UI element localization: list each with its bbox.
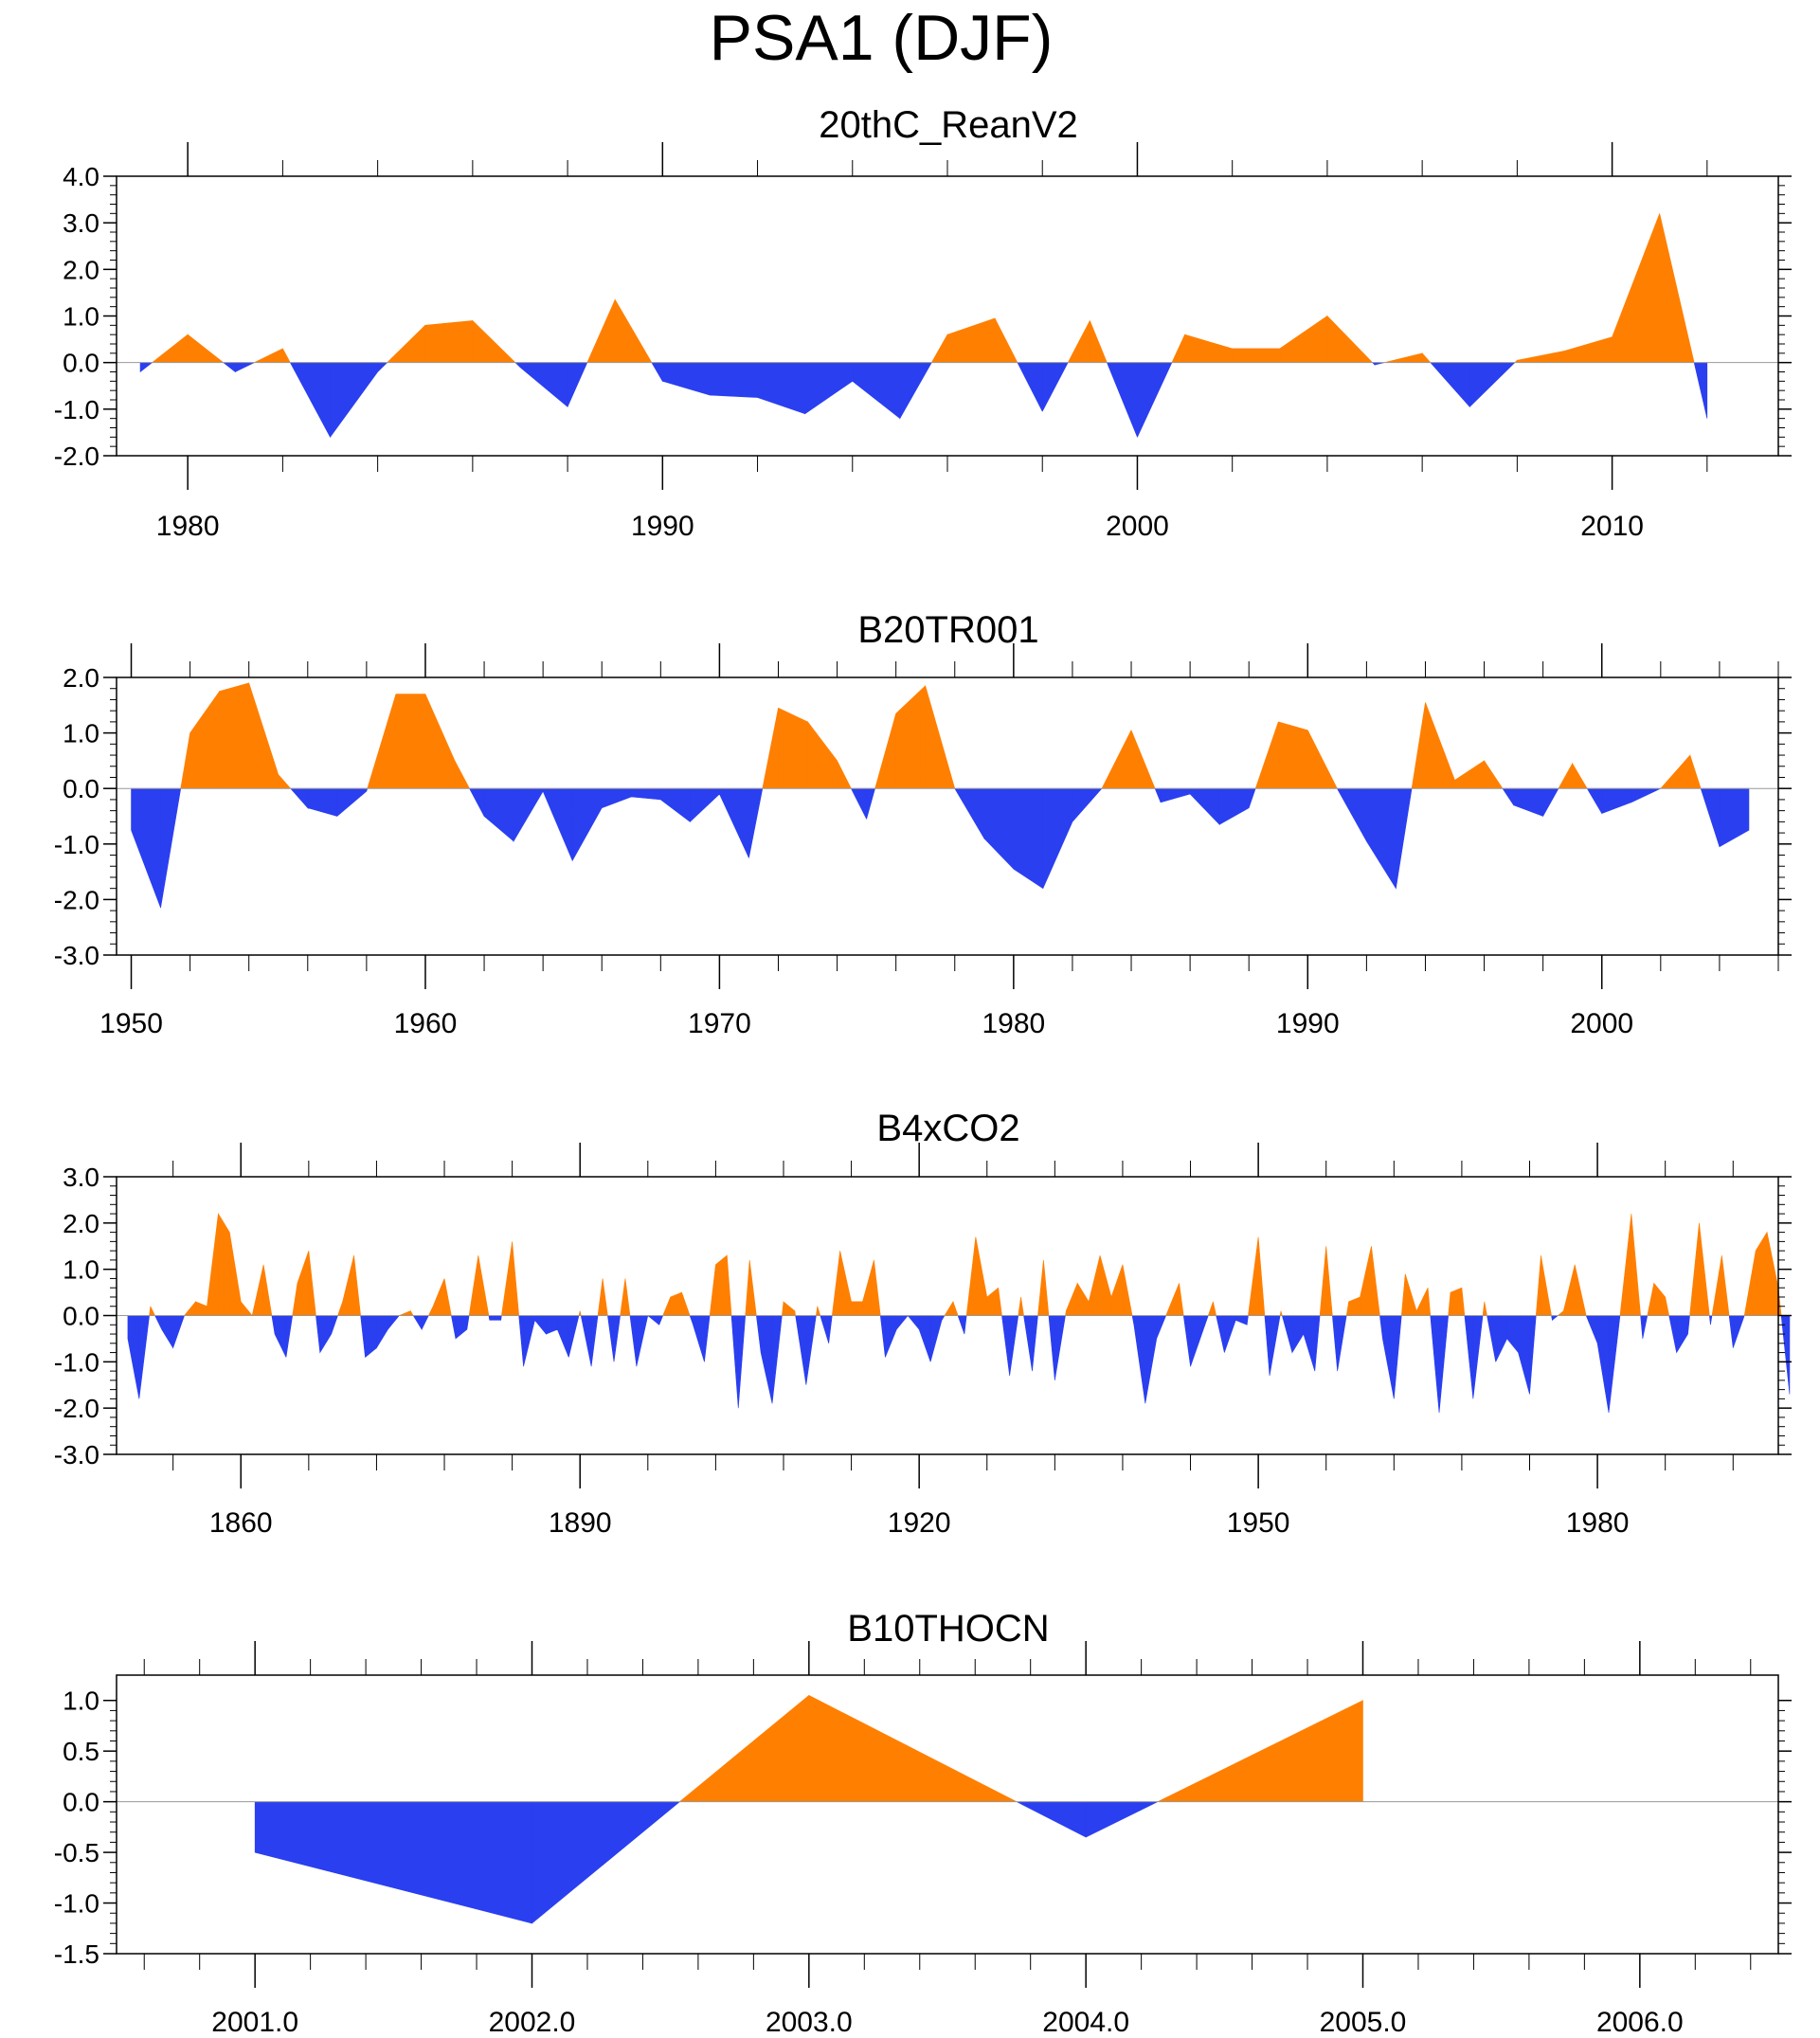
x-tick-label: 2000 xyxy=(1106,511,1169,542)
y-tick-label: -1.0 xyxy=(54,1347,99,1377)
x-tick-label: 2006.0 xyxy=(1596,2007,1684,2038)
positive-area xyxy=(149,1213,1782,1316)
y-tick-label: 1.0 xyxy=(63,1255,99,1285)
x-tick-label: 1970 xyxy=(688,1008,751,1039)
x-tick-label: 1950 xyxy=(99,1008,163,1039)
y-tick-label: -2.0 xyxy=(54,442,99,471)
x-tick-label: 1990 xyxy=(631,511,694,542)
y-tick-label: 0.0 xyxy=(63,774,99,803)
x-tick-label: 1980 xyxy=(982,1008,1045,1039)
plot-frame xyxy=(116,676,1779,956)
x-tick-label: 1890 xyxy=(549,1507,612,1539)
panel-title: B10THOCN xyxy=(847,1608,1049,1650)
panel-20thc-reanv2: 20thC_ReanV2 -2.0 -1.0 0.0 1.0 2.0 3.0 4.0 1980… xyxy=(54,104,1792,542)
x-tick-label: 2003.0 xyxy=(766,2007,853,2038)
positive-area xyxy=(151,213,1695,363)
y-tick-label: 2.0 xyxy=(63,663,99,693)
panel-title: B20TR001 xyxy=(857,609,1038,651)
y-tick-label: -1.0 xyxy=(54,395,99,424)
y-tick-label: -2.0 xyxy=(54,1394,99,1423)
positive-area xyxy=(180,682,1702,789)
panel-b10thocn: B10THOCN -1.5 -1.0 -0.5 0.0 0.5 1.0 2001.0 2002… xyxy=(54,1608,1792,2038)
x-tick-label: 1980 xyxy=(156,511,220,542)
y-tick-label: 3.0 xyxy=(63,1163,99,1192)
x-tick-label: 1990 xyxy=(1276,1008,1340,1039)
negative-area xyxy=(131,787,1750,909)
y-tick-label: 1.0 xyxy=(63,302,99,332)
panel-title: B4xCO2 xyxy=(876,1108,1019,1149)
negative-area xyxy=(127,1315,1791,1414)
y-tick-label: -1.5 xyxy=(54,1939,99,1969)
y-tick-label: -1.0 xyxy=(54,830,99,859)
x-tick-label: 1950 xyxy=(1227,1507,1290,1539)
y-tick-label: 0.5 xyxy=(63,1737,99,1766)
x-tick-label: 2000 xyxy=(1570,1008,1633,1039)
y-tick-label: 1.0 xyxy=(63,1686,99,1716)
y-tick-label: -2.0 xyxy=(54,885,99,914)
y-tick-label: 4.0 xyxy=(63,162,99,191)
panel-b4xco2: B4xCO2 -3.0 -2.0 -1.0 0.0 1.0 2.0 3.0 1860 1890 1… xyxy=(54,1108,1792,1539)
panel-title: 20thC_ReanV2 xyxy=(819,104,1078,146)
negative-area xyxy=(139,362,1708,439)
x-tick-label: 2005.0 xyxy=(1320,2007,1407,2038)
x-tick-label: 2001.0 xyxy=(211,2007,298,2038)
x-tick-label: 2010 xyxy=(1580,511,1644,542)
y-tick-label: -3.0 xyxy=(54,1440,99,1470)
y-tick-label: 0.0 xyxy=(63,349,99,378)
x-tick-label: 1920 xyxy=(888,1507,951,1539)
plot-frame xyxy=(116,1674,1779,1955)
x-tick-label: 2004.0 xyxy=(1042,2007,1129,2038)
y-tick-label: 2.0 xyxy=(63,255,99,284)
y-tick-label: 3.0 xyxy=(63,208,99,238)
x-tick-label: 2002.0 xyxy=(489,2007,576,2038)
y-tick-label: -1.0 xyxy=(54,1889,99,1919)
x-tick-label: 1960 xyxy=(394,1008,458,1039)
y-tick-label: -0.5 xyxy=(54,1838,99,1867)
y-tick-label: -3.0 xyxy=(54,941,99,970)
negative-area xyxy=(254,1801,1159,1924)
panel-b20tr001: B20TR001 -3.0 -2.0 -1.0 0.0 1.0 2.0 1950 1960 19… xyxy=(54,609,1792,1039)
y-tick-label: 0.0 xyxy=(63,1788,99,1817)
plot-frame xyxy=(116,175,1779,457)
y-tick-label: 0.0 xyxy=(63,1302,99,1331)
page-title: PSA1 (DJF) xyxy=(709,2,1054,74)
y-tick-label: 2.0 xyxy=(63,1209,99,1238)
y-tick-label: 1.0 xyxy=(63,719,99,748)
positive-area xyxy=(678,1694,1363,1802)
x-tick-label: 1860 xyxy=(209,1507,273,1539)
x-tick-label: 1980 xyxy=(1566,1507,1630,1539)
